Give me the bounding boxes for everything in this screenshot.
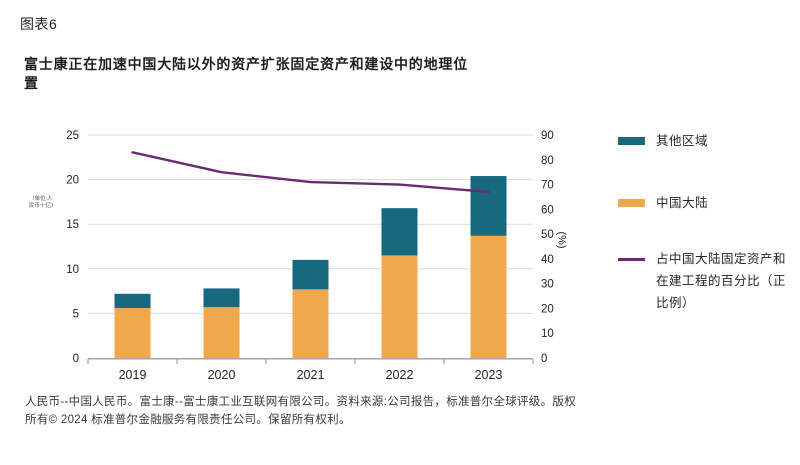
bar-segment-其他区域 (292, 259, 329, 290)
bar-segment-其他区域 (203, 288, 240, 308)
bar-segment-中国大陆 (292, 289, 329, 358)
legend-item-label: 其他区域 (656, 134, 709, 148)
legend-item: 中国大陆 (618, 192, 786, 214)
chart-title: 富士康正在加速中国大陆以外的资产扩张固定资产和建设中的地理位置 (24, 56, 468, 91)
bar-segment-其他区域 (114, 293, 151, 309)
right-axis-tick-label: 90 (541, 130, 554, 142)
x-axis-category-label: 2020 (208, 368, 236, 382)
x-axis-category-label: 2022 (386, 368, 414, 382)
legend-bar-swatch (618, 137, 645, 145)
x-axis-category-label: 2019 (119, 368, 147, 382)
left-axis-tick-label: 5 (73, 308, 79, 320)
right-axis-tick-label: 80 (541, 155, 554, 167)
legend-line-swatch (618, 258, 645, 261)
right-axis-tick-label: 70 (541, 180, 554, 192)
right-axis-tick-label: 60 (541, 204, 554, 216)
x-axis-category-label: 2021 (297, 368, 325, 382)
left-axis-unit-label: （单位:人民币十亿） (29, 196, 57, 209)
left-axis-tick-label: 10 (66, 264, 79, 276)
right-axis-tick-label: 0 (541, 353, 547, 365)
left-axis-tick-label: 25 (66, 130, 79, 142)
right-axis-label: (%) (555, 231, 568, 249)
right-axis-tick-label: 10 (541, 328, 554, 340)
x-axis-category-label: 2023 (475, 368, 503, 382)
right-axis-tick-label: 30 (541, 279, 554, 291)
source-footnote: 人民币--中国人民币。富士康--富士康工业互联网有限公司。资料来源:公司报告，标… (25, 396, 577, 426)
bar-segment-其他区域 (470, 176, 507, 236)
left-axis-tick-label: 15 (66, 219, 79, 231)
left-axis-tick-label: 0 (73, 353, 79, 365)
legend-item: 其他区域 (618, 130, 786, 152)
chart-plot-area: 0 5 10 15 20 25 0 10 20 30 40 50 60 70 80 90 2019 2020 202… (66, 130, 554, 382)
left-axis-tick-label: 20 (66, 175, 79, 187)
figure-label: 图表6 (20, 16, 58, 32)
legend-item: 占中国大陆固定资产和在建工程的百分比（正比例） (618, 248, 786, 314)
bar-segment-中国大陆 (114, 308, 151, 358)
legend-item-label: 占中国大陆固定资产和在建工程的百分比（正比例） (656, 252, 787, 310)
bar-segment-中国大陆 (381, 255, 418, 358)
legend-bar-swatch (618, 199, 645, 207)
bar-segment-中国大陆 (470, 235, 507, 358)
legend-item-label: 中国大陆 (656, 196, 709, 210)
bar-segment-其他区域 (381, 208, 418, 256)
right-axis-tick-label: 20 (541, 303, 554, 315)
bar-segment-中国大陆 (203, 307, 240, 358)
trend-line (131, 151, 490, 194)
right-axis-tick-label: 40 (541, 254, 554, 266)
right-axis-tick-label: 50 (541, 229, 554, 241)
